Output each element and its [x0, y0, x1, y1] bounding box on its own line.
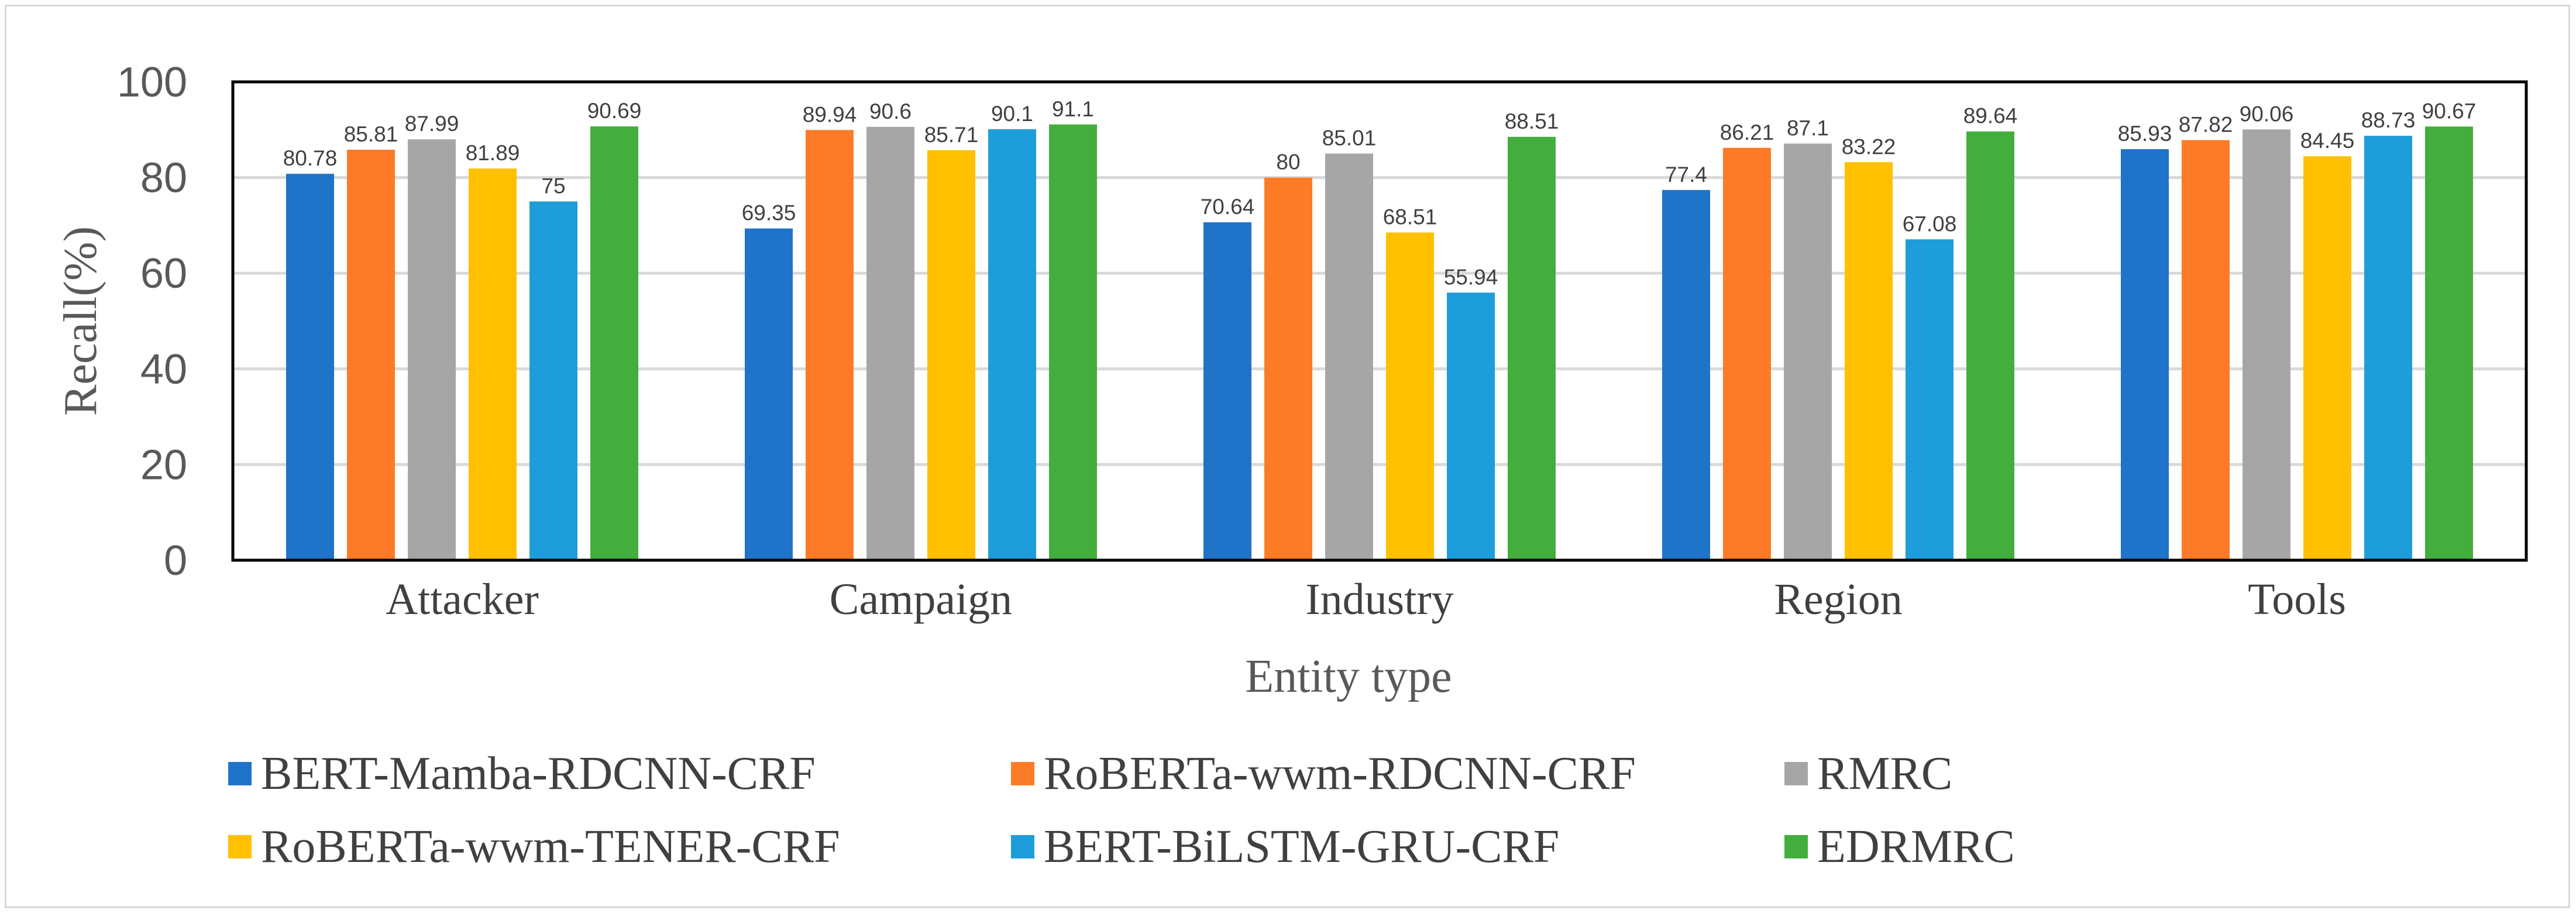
- y-tick-label: 80: [140, 155, 187, 202]
- legend-swatch: [1784, 835, 1808, 858]
- bar: [2364, 136, 2412, 560]
- x-axis-title: Entity type: [1245, 651, 1452, 702]
- bar: [2303, 156, 2351, 561]
- data-label: 85.01: [1322, 126, 1377, 150]
- x-category-label: Tools: [2248, 575, 2346, 624]
- x-category-label: Industry: [1305, 575, 1453, 624]
- data-label: 85.81: [344, 122, 398, 146]
- data-label: 80.78: [283, 146, 338, 170]
- x-category-label: Attacker: [386, 575, 539, 624]
- bar: [745, 228, 793, 560]
- data-label: 87.82: [2179, 113, 2233, 137]
- bar: [1845, 162, 1893, 561]
- data-label: 77.4: [1665, 163, 1707, 187]
- bar: [866, 126, 914, 561]
- bar: [408, 139, 456, 560]
- bar: [2121, 149, 2169, 561]
- bar: [1325, 153, 1373, 561]
- data-label: 90.6: [869, 99, 912, 123]
- bars: [286, 124, 2473, 561]
- data-label: 90.67: [2422, 99, 2477, 123]
- legend-label: BERT-Mamba-RDCNN-CRF: [261, 748, 816, 799]
- data-label: 85.71: [924, 123, 979, 147]
- legend-swatch: [1011, 762, 1034, 785]
- data-label: 88.51: [1505, 109, 1559, 133]
- legend-label: RMRC: [1817, 748, 1952, 799]
- y-tick-label: 60: [140, 250, 187, 297]
- bar: [590, 126, 638, 560]
- legend-label: BERT-BiLSTM-GRU-CRF: [1044, 821, 1559, 872]
- bar: [1386, 232, 1434, 560]
- legend-label: RoBERTa-wwm-TENER-CRF: [261, 821, 840, 872]
- bar: [529, 201, 577, 560]
- legend-item: BERT-BiLSTM-GRU-CRF: [1011, 821, 1559, 872]
- bar: [2243, 129, 2290, 560]
- y-axis-title: Recall(%): [55, 226, 106, 416]
- y-tick-label: 20: [140, 442, 187, 488]
- legend-item: RMRC: [1784, 748, 1952, 799]
- bar: [347, 150, 395, 560]
- x-category-label: Campaign: [830, 575, 1012, 624]
- bar: [1723, 147, 1771, 561]
- x-category-label: Region: [1774, 575, 1903, 624]
- legend-swatch: [228, 835, 252, 858]
- legend: BERT-Mamba-RDCNN-CRF RoBERTa-wwm-RDCNN-CR…: [228, 748, 2015, 872]
- data-label: 90.1: [991, 102, 1033, 126]
- bar: [286, 174, 334, 560]
- data-label: 75: [541, 174, 565, 198]
- data-label: 91.1: [1052, 97, 1094, 121]
- data-label: 55.94: [1444, 265, 1498, 289]
- bar: [806, 130, 854, 561]
- legend-item: BERT-Mamba-RDCNN-CRF: [228, 748, 816, 799]
- y-tick-label: 0: [164, 537, 187, 584]
- bar: [2182, 140, 2230, 561]
- data-label: 67.08: [1903, 212, 1957, 236]
- bar: [1203, 222, 1251, 560]
- data-label: 70.64: [1201, 195, 1255, 219]
- legend-item: RoBERTa-wwm-RDCNN-CRF: [1011, 748, 1636, 799]
- y-tick-label: 100: [117, 59, 187, 106]
- legend-swatch: [228, 762, 252, 785]
- bar: [469, 168, 517, 561]
- data-label: 89.64: [1963, 104, 2018, 128]
- plot-area-border: [231, 80, 2528, 562]
- data-label: 69.35: [742, 201, 796, 225]
- data-label: 80: [1276, 150, 1300, 174]
- data-label: 90.69: [587, 99, 642, 123]
- data-label: 83.22: [1842, 134, 1896, 158]
- legend-swatch: [1784, 762, 1808, 785]
- legend-swatch: [1011, 835, 1034, 858]
- bar: [1784, 143, 1832, 561]
- bar: [988, 129, 1036, 560]
- data-label: 89.94: [803, 102, 857, 126]
- data-label: 68.51: [1383, 205, 1437, 229]
- y-axis-ticks: 0 20 40 60 80 100: [117, 59, 187, 584]
- legend-item: RoBERTa-wwm-TENER-CRF: [228, 821, 840, 872]
- bar: [1049, 124, 1097, 560]
- bar: [1508, 136, 1556, 560]
- data-label: 86.21: [1720, 120, 1774, 144]
- data-label: 90.06: [2240, 102, 2294, 126]
- legend-label: RoBERTa-wwm-RDCNN-CRF: [1044, 748, 1636, 799]
- bar: [1966, 131, 2014, 560]
- data-label: 81.89: [466, 141, 520, 165]
- data-label: 88.73: [2361, 108, 2416, 132]
- bar: [1447, 292, 1495, 560]
- legend-item: EDRMRC: [1784, 821, 2015, 872]
- data-label: 87.1: [1787, 116, 1829, 140]
- bar: [1906, 239, 1954, 560]
- legend-label: EDRMRC: [1817, 821, 2015, 872]
- bar: [1662, 189, 1710, 560]
- x-axis-categories: Attacker Campaign Industry Region Tools: [386, 575, 2346, 624]
- bar: [1264, 177, 1312, 561]
- y-tick-label: 40: [140, 346, 187, 393]
- bar: [927, 150, 975, 560]
- data-label: 87.99: [405, 112, 459, 136]
- data-label: 84.45: [2300, 129, 2355, 153]
- bar: [2425, 126, 2473, 560]
- data-label: 85.93: [2118, 122, 2172, 146]
